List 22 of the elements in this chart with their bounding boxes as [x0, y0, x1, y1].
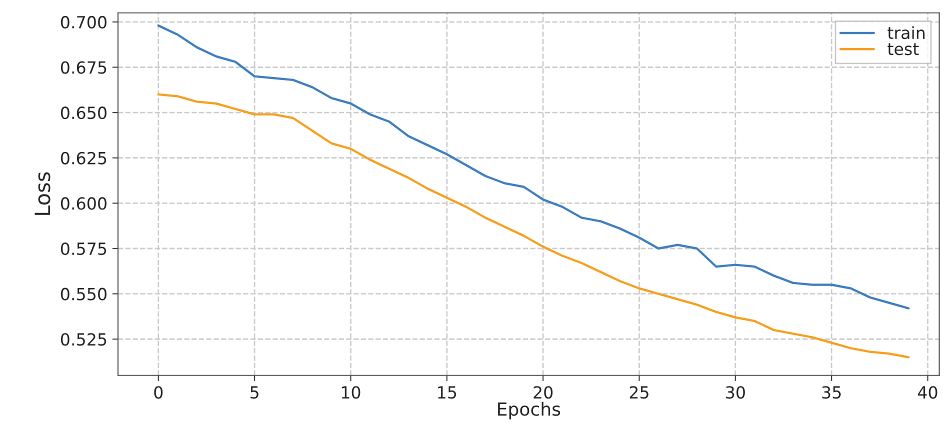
x-tick-label: 25 [630, 386, 648, 399]
y-tick-label: 0.600 [60, 197, 106, 210]
x-tick-label: 30 [726, 386, 745, 399]
y-tick-label: 0.675 [60, 61, 106, 74]
y-tick-label: 0.650 [60, 106, 106, 120]
x-axis-title: Epochs [498, 402, 560, 420]
y-tick-label: 0.525 [60, 333, 106, 346]
x-tick-label: 40 [918, 386, 938, 399]
x-tick-label: 35 [822, 386, 841, 399]
y-axis-title: Loss [34, 172, 50, 215]
y-tick-label: 0.550 [60, 288, 106, 300]
y-tick-label: 0.700 [60, 16, 106, 28]
y-tick-label: 0.575 [60, 242, 106, 256]
legend-label: test [888, 43, 919, 56]
x-tick-label: 5 [250, 386, 258, 399]
x-tick-label: 0 [154, 386, 163, 399]
y-tick-label: 0.625 [60, 152, 106, 164]
legend-label: train [888, 26, 925, 40]
x-tick-label: 10 [342, 386, 360, 399]
x-tick-label: 20 [534, 386, 553, 399]
x-tick-label: 15 [438, 386, 456, 399]
line-series [157, 93, 910, 358]
